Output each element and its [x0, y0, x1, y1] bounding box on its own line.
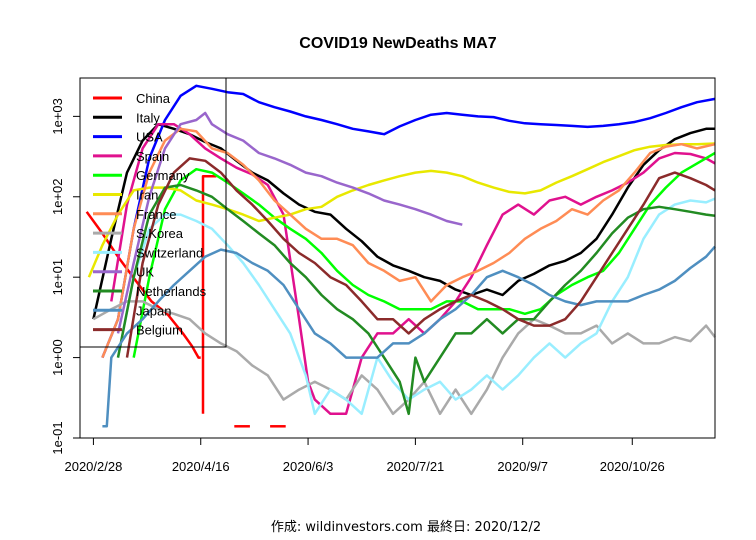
series-line-uk-12 [116, 111, 463, 334]
y-tick-label: 1e-01 [50, 421, 65, 454]
y-axis: 1e-01 1e+00 1e+01 1e+02 1e+03 [50, 98, 81, 455]
legend-label-japan: Japan [136, 303, 171, 318]
legend-label-uk: UK [136, 265, 154, 280]
legend-label-italy: Italy [136, 110, 160, 125]
series-line-spain-6 [110, 122, 716, 416]
legend-label-switzerland: Switzerland [136, 245, 203, 260]
y-tick-label: 1e+00 [50, 339, 65, 376]
x-tick-label: 2020/7/21 [386, 459, 444, 474]
chart-title: COVID19 NewDeaths MA7 [299, 35, 496, 52]
x-tick-label: 2020/6/3 [283, 459, 334, 474]
series-line-italy-4 [92, 122, 715, 320]
legend-label-s-korea: S.Korea [136, 226, 184, 241]
legend-label-france: France [136, 207, 176, 222]
x-tick-label: 2020/10/26 [600, 459, 665, 474]
legend-label-spain: Spain [136, 149, 169, 164]
legend-label-germany: Germany [136, 168, 190, 183]
legend-box [79, 77, 227, 348]
legend-label-china: China [136, 91, 171, 106]
chart-caption: 作成: wildinvestors.com 最終日: 2020/12/2 [271, 519, 541, 535]
legend-label-belgium: Belgium [136, 323, 183, 338]
x-tick-label: 2020/4/16 [172, 459, 230, 474]
legend: China Italy USA Spain Germany Iran France S.Kor… [79, 77, 227, 348]
series-line-china-1 [201, 174, 217, 414]
y-tick-label: 1e+03 [50, 98, 65, 135]
series-line-switzerland-11 [116, 197, 716, 416]
legend-label-usa: USA [136, 130, 163, 145]
series-line-usa-5 [101, 84, 716, 359]
x-tick-label: 2020/2/28 [64, 459, 122, 474]
y-tick-label: 1e+02 [50, 179, 65, 216]
series-line-netherlands-13 [116, 183, 716, 416]
series-line-japan-14 [102, 245, 716, 428]
y-tick-label: 1e+01 [50, 259, 65, 296]
legend-label-netherlands: Netherlands [136, 284, 207, 299]
x-tick-label: 2020/9/7 [497, 459, 548, 474]
legend-label-iran: Iran [136, 188, 158, 203]
series-line-france-9 [101, 127, 716, 359]
x-axis: 2020/2/28 2020/4/16 2020/6/3 2020/7/21 2020/… [64, 437, 665, 474]
series-layer [85, 84, 716, 428]
series-line-iran-8 [87, 142, 716, 278]
